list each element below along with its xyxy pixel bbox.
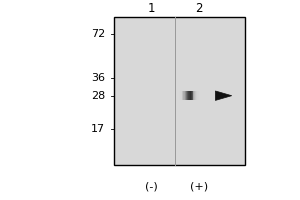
Bar bbox=[182, 91, 184, 100]
Bar bbox=[177, 91, 178, 100]
Bar bbox=[196, 91, 197, 100]
Bar bbox=[189, 91, 190, 100]
Bar bbox=[180, 91, 181, 100]
Bar bbox=[198, 91, 199, 100]
Bar bbox=[199, 91, 200, 100]
Text: 36: 36 bbox=[92, 73, 105, 83]
Bar bbox=[190, 91, 191, 100]
Bar bbox=[182, 91, 183, 100]
Bar bbox=[183, 91, 184, 100]
Text: 28: 28 bbox=[91, 91, 105, 101]
Text: (+): (+) bbox=[190, 181, 208, 191]
Bar bbox=[179, 91, 180, 100]
Polygon shape bbox=[215, 91, 232, 100]
Bar bbox=[193, 91, 194, 100]
Bar bbox=[185, 91, 186, 100]
Bar bbox=[186, 91, 187, 100]
Bar bbox=[175, 91, 176, 100]
Bar bbox=[192, 91, 194, 100]
Bar bbox=[200, 91, 201, 100]
Bar bbox=[178, 91, 179, 100]
Bar bbox=[184, 91, 185, 100]
Bar bbox=[188, 91, 189, 100]
Text: (-): (-) bbox=[145, 181, 158, 191]
Bar bbox=[195, 91, 196, 100]
Text: 72: 72 bbox=[91, 29, 105, 39]
Bar bbox=[114, 17, 245, 165]
Bar bbox=[181, 91, 182, 100]
Bar bbox=[190, 91, 192, 100]
Bar bbox=[191, 91, 193, 100]
Bar bbox=[198, 91, 200, 100]
Bar bbox=[187, 91, 188, 100]
Bar bbox=[176, 91, 177, 100]
Bar bbox=[201, 91, 202, 100]
Bar bbox=[197, 91, 198, 100]
Text: 2: 2 bbox=[195, 2, 203, 15]
Text: 1: 1 bbox=[148, 2, 155, 15]
Text: 17: 17 bbox=[91, 124, 105, 134]
Bar bbox=[194, 91, 195, 100]
